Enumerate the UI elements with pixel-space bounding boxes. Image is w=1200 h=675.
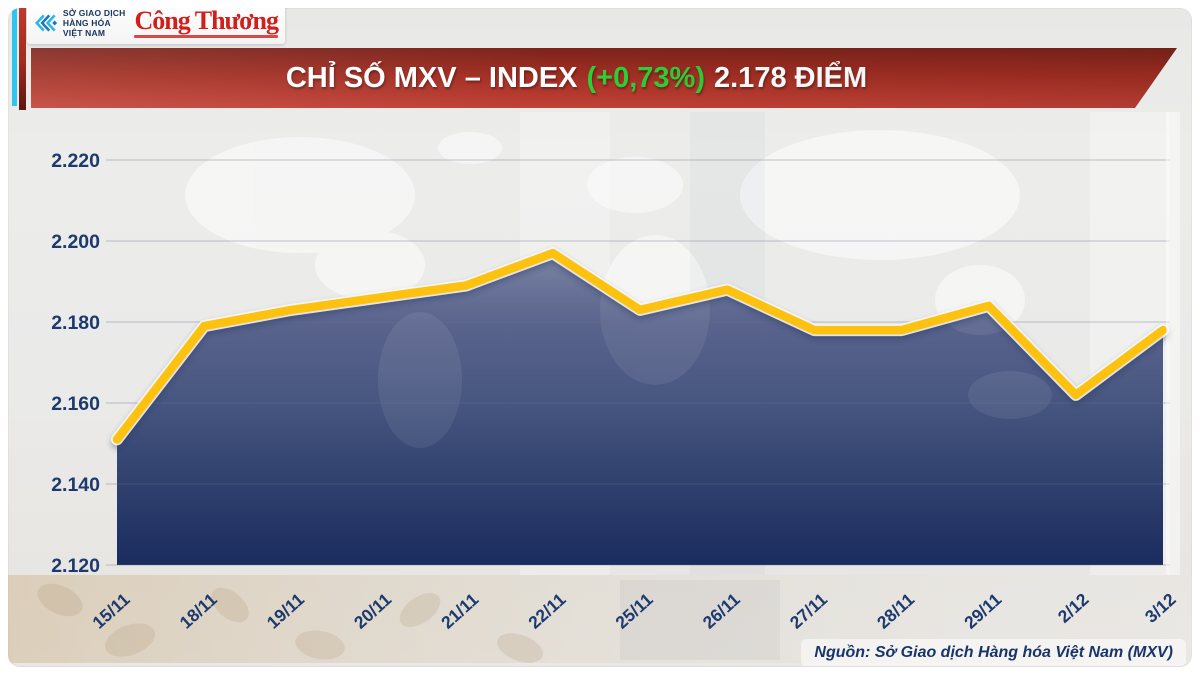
mxv-logo-icon <box>35 14 58 32</box>
chart-title-change: (+0,73%) <box>586 61 705 94</box>
mxv-logo-line3: VIỆT NAM <box>62 28 106 39</box>
mxv-logo-text: SỞ GIAO DỊCH HÀNG HÓA VIỆT NAM <box>63 8 126 38</box>
chart-gridlines <box>106 159 1170 566</box>
chart-title-prefix: CHỈ SỐ MXV – INDEX <box>285 61 578 94</box>
y-axis-labels: 2.220 2.200 2.180 2.160 2.140 2.120 <box>51 150 100 577</box>
mxv-logo-line1: SỞ GIAO DỊCH <box>62 8 126 18</box>
congthuong-tagline-rule <box>134 35 278 38</box>
source-text: Nguồn: Sở Giao dịch Hàng hóa Việt Nam (M… <box>814 643 1173 661</box>
y-tick-label: 2.180 <box>51 312 100 334</box>
y-tick-label: 2.120 <box>51 555 100 577</box>
mxv-logo-line2: HÀNG HÓA <box>62 17 111 28</box>
y-tick-label: 2.140 <box>51 474 100 496</box>
y-tick-label: 2.200 <box>51 231 100 253</box>
title-banner: CHỈ SỐ MXV – INDEX (+0,73%) 2.178 ĐIỂM <box>31 48 1177 108</box>
left-accent-cyan-stripe <box>12 8 17 106</box>
stage: 2.220 2.200 2.180 2.160 2.140 2.120 15/11 18/1… <box>8 8 1192 667</box>
y-tick-label: 2.160 <box>51 393 100 415</box>
infographic-card: 2.220 2.200 2.180 2.160 2.140 2.120 15/11 18/1… <box>8 8 1192 667</box>
congthuong-logo: Công Thương <box>134 8 279 38</box>
chart-line <box>111 247 1169 446</box>
y-tick-label: 2.220 <box>51 150 100 172</box>
header-logos: SỞ GIAO DỊCH HÀNG HÓA VIỆT NAM Công Thươ… <box>27 8 285 44</box>
right-edge-highlight <box>1166 112 1180 575</box>
chart-title-value: 2.178 ĐIỂM <box>714 61 868 94</box>
source-note: Nguồn: Sở Giao dịch Hàng hóa Việt Nam (M… <box>801 639 1186 666</box>
index-line <box>112 248 1168 444</box>
congthuong-wordmark: Công Thương <box>134 8 279 35</box>
left-accent-red-stripe <box>19 8 26 110</box>
